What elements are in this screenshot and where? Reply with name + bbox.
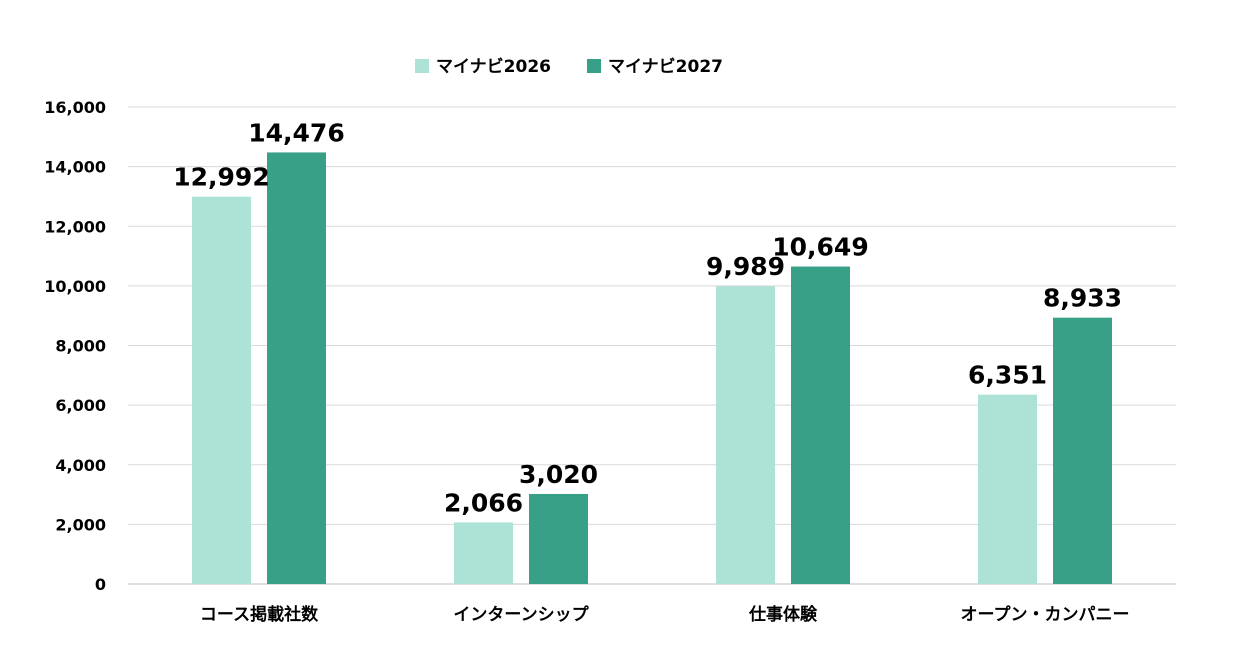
y-tick-label: 16,000 bbox=[44, 98, 106, 117]
x-category-label: コース掲載社数 bbox=[200, 604, 319, 625]
bar-series2 bbox=[791, 266, 850, 584]
y-tick-label: 14,000 bbox=[44, 158, 106, 177]
y-tick-label: 8,000 bbox=[55, 337, 106, 356]
data-label: 14,476 bbox=[248, 118, 344, 147]
bars bbox=[192, 152, 1112, 584]
data-label: 10,649 bbox=[772, 233, 868, 262]
x-category-label: 仕事体験 bbox=[748, 604, 818, 625]
y-tick-label: 12,000 bbox=[44, 217, 106, 236]
y-tick-label: 0 bbox=[95, 575, 106, 594]
legend: マイナビ2026 マイナビ2027 bbox=[415, 57, 723, 77]
bar-series2 bbox=[1053, 317, 1112, 584]
bar-series2 bbox=[267, 152, 326, 584]
legend-label: マイナビ2027 bbox=[608, 57, 723, 77]
legend-swatch bbox=[415, 59, 429, 73]
y-tick-label: 4,000 bbox=[55, 456, 106, 475]
y-axis-ticks: 0 2,000 4,000 6,000 8,000 10,000 12,000 14,000 1… bbox=[44, 98, 106, 594]
data-label: 12,992 bbox=[173, 163, 269, 192]
y-tick-label: 6,000 bbox=[55, 396, 106, 415]
y-tick-label: 10,000 bbox=[44, 277, 106, 296]
data-label: 9,989 bbox=[706, 252, 785, 281]
y-tick-label: 2,000 bbox=[55, 515, 106, 534]
x-axis-categories: コース掲載社数 インターンシップ 仕事体験 オープン・カンパニー bbox=[200, 604, 1130, 625]
legend-swatch bbox=[587, 59, 601, 73]
x-category-label: インターンシップ bbox=[453, 604, 589, 625]
data-label: 6,351 bbox=[968, 361, 1047, 390]
data-label: 3,020 bbox=[519, 460, 598, 489]
legend-label: マイナビ2026 bbox=[436, 57, 551, 77]
x-category-label: オープン・カンパニー bbox=[961, 604, 1130, 625]
data-label: 2,066 bbox=[444, 488, 523, 517]
bar-series2 bbox=[529, 493, 588, 584]
bar-series1 bbox=[454, 522, 513, 584]
bar-series1 bbox=[192, 196, 251, 584]
bar-series1 bbox=[978, 394, 1037, 584]
bar-series1 bbox=[716, 286, 775, 584]
data-label: 8,933 bbox=[1043, 284, 1122, 313]
